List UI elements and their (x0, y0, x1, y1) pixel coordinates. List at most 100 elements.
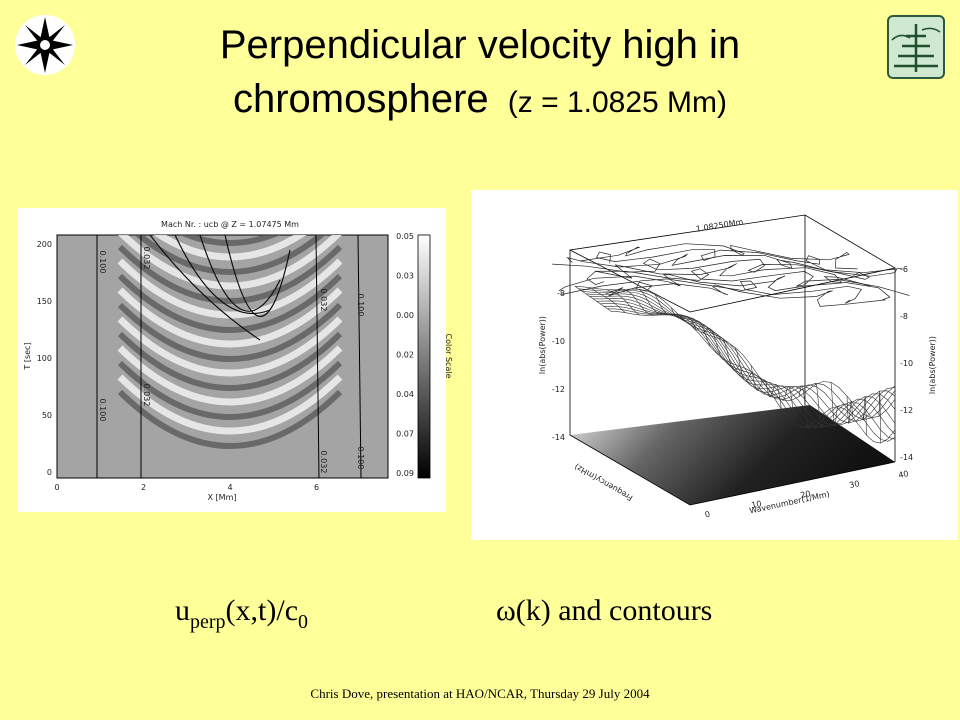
mesh-line (846, 396, 853, 425)
z-tick-label: -14 (552, 433, 565, 442)
colorbar-tick-label: 0.04 (396, 390, 414, 399)
mesh-line (622, 289, 654, 316)
y-tick-label: 150 (37, 297, 52, 306)
contour-curve (552, 258, 870, 280)
x-tick-label: 10 (751, 499, 763, 510)
right-z-label: ln(abs(Power)) (538, 316, 547, 374)
z-tick-label: -8 (557, 289, 565, 298)
mesh-line (750, 364, 768, 391)
contour-label: 0.100 (98, 251, 107, 274)
x-tick-label: 40 (898, 469, 910, 480)
x-tick-label: 20 (800, 489, 812, 500)
y-tick-label: 200 (37, 240, 52, 249)
wave-dark (117, 273, 343, 333)
wave-dark (180, 235, 280, 246)
colorbar-label: Color Scale (444, 334, 453, 379)
left-caption: uperp(x,t)/c0 (175, 594, 308, 633)
z2-tick-label: -14 (900, 453, 913, 462)
caption-u: u (175, 594, 190, 627)
x-tick-label: 2 (141, 483, 146, 492)
mesh-line (574, 286, 612, 312)
caption-mid: (x,t)/c (226, 594, 298, 627)
wave-dark (134, 235, 326, 275)
colorbar-tick-label: 0.02 (396, 351, 414, 360)
contour-curve (561, 278, 862, 304)
x-tick-label: 30 (849, 479, 861, 490)
mesh-line (590, 287, 626, 313)
colorbar-tick-label: 0.05 (396, 232, 414, 241)
y-tick-label: 50 (42, 411, 52, 420)
right-plot: 1.08250Mm ln(abs(Power)) ln(abs(Power)) … (471, 190, 958, 540)
z2-tick-label: -10 (900, 359, 913, 368)
z2-tick-label: -8 (900, 312, 908, 321)
mesh-line (766, 384, 782, 410)
mesh-line (782, 386, 796, 426)
left-logo (15, 15, 75, 75)
title-main: chromosphere (233, 77, 489, 121)
left-y-label: T [sec] (23, 342, 32, 370)
mesh-line (878, 391, 882, 444)
contour-line (357, 235, 362, 478)
x-tick-label: 4 (227, 483, 232, 492)
mesh-line (638, 289, 668, 316)
contour-curve (558, 274, 891, 301)
mesh-line (862, 396, 867, 436)
left-plot-title: Mach Nr. : ucb @ Z = 1.07475 Mm (161, 220, 299, 229)
wave-dark (117, 331, 343, 391)
title-line2: chromosphere (z = 1.0825 Mm) (233, 77, 727, 121)
contour-curve (586, 268, 910, 296)
z2-tick-label: -6 (900, 265, 908, 274)
wave-front (199, 235, 281, 312)
z-tick-label: -12 (552, 385, 565, 394)
wave-light (118, 235, 342, 290)
wave-dark (117, 302, 343, 362)
y-tick-label: 100 (37, 354, 52, 363)
wave-light (117, 316, 343, 377)
y-tick-label: 0 (47, 468, 52, 477)
mesh-line (654, 294, 683, 319)
mesh-line (670, 307, 697, 331)
caption-sub-0: 0 (298, 611, 308, 633)
wave-front (224, 235, 291, 318)
footer: Chris Dove, presentation at HAO/NCAR, Th… (310, 686, 650, 701)
colorbar-tick-label: 0.00 (396, 311, 414, 320)
mesh-line (798, 385, 811, 429)
contour-curve (594, 263, 871, 287)
contour-line (315, 235, 320, 478)
mesh-line (702, 328, 725, 360)
colorbar-tick-label: 0.09 (396, 469, 414, 478)
top-contours (552, 243, 910, 307)
mesh-line (814, 382, 825, 429)
right-z2-label: ln(abs(Power)) (928, 336, 937, 394)
caption-sub-perp: perp (190, 611, 226, 633)
z-tick-label: -10 (552, 337, 565, 346)
contour-curve (566, 253, 898, 277)
wave-front (174, 235, 271, 315)
contour-label: 0.032 (319, 289, 328, 312)
left-x-label: X [Mm] (208, 493, 237, 502)
colorbar (417, 234, 431, 479)
contour-label: 0.032 (319, 451, 328, 474)
mesh-line (718, 336, 740, 371)
x-tick-label: 6 (314, 483, 319, 492)
x-tick-label: 0 (54, 483, 59, 492)
mesh-line (734, 347, 754, 382)
mesh-line (830, 382, 839, 427)
contour-label: 0.100 (356, 294, 365, 317)
wave-light (117, 374, 343, 435)
right-logo (887, 15, 945, 79)
left-plot: Mach Nr. : ucb @ Z = 1.07475 Mm X [Mm] T… (18, 208, 453, 512)
wave-light (117, 258, 343, 319)
contour-label: 0.100 (98, 399, 107, 422)
wave-light (117, 287, 343, 348)
colorbar-tick-label: 0.07 (396, 430, 414, 439)
title-line1: Perpendicular velocity high in (220, 23, 740, 67)
wave-front (149, 235, 261, 341)
wave-dark (117, 360, 343, 420)
box-edges (569, 214, 896, 506)
wave-light (117, 345, 343, 406)
mesh-line (606, 289, 640, 316)
contour-curve (605, 283, 886, 307)
x-tick-label: 0 (704, 510, 711, 520)
